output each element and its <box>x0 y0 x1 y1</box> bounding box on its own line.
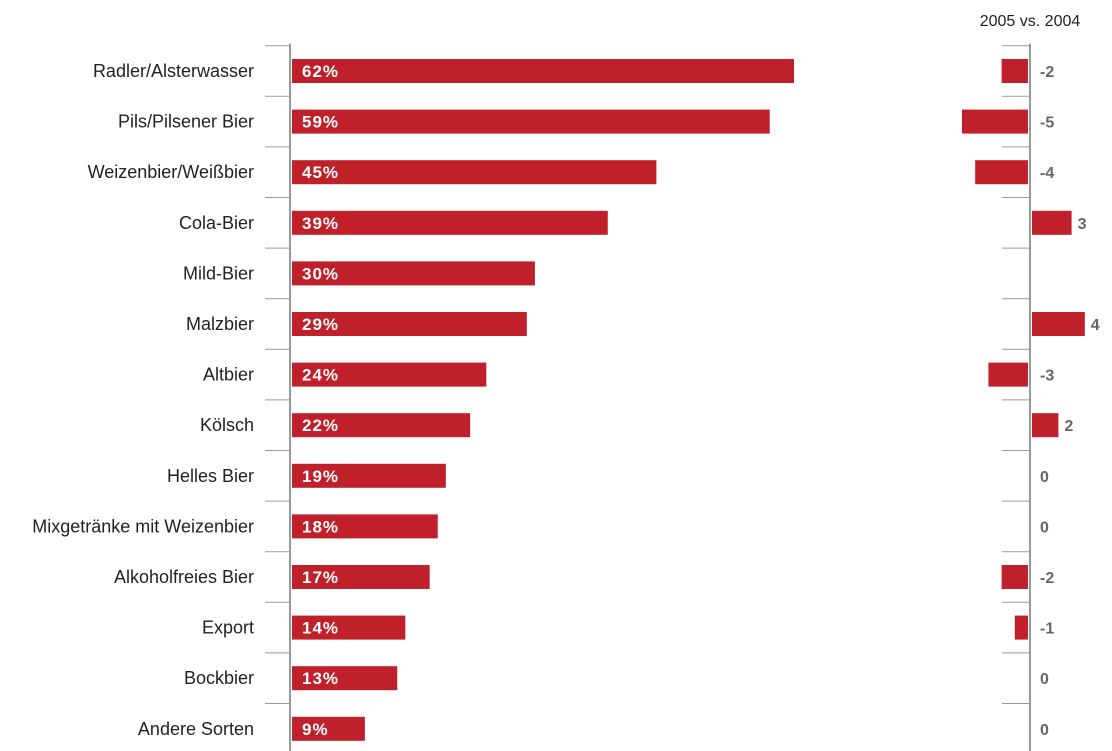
category-label: Alkoholfreies Bier <box>114 567 254 587</box>
main-bar <box>292 666 398 691</box>
change-value-label: -3 <box>1040 368 1054 385</box>
main-value-label: 39% <box>302 214 339 233</box>
change-bar <box>1001 59 1028 83</box>
change-bar <box>988 362 1028 387</box>
main-bar <box>292 210 608 235</box>
category-label: Altbier <box>203 365 254 385</box>
category-label: Malzbier <box>186 314 254 334</box>
main-value-label: 18% <box>302 517 339 536</box>
change-value-label: -5 <box>1040 115 1054 132</box>
main-bar <box>292 160 657 185</box>
main-value-label: 45% <box>302 163 339 182</box>
main-bar <box>292 261 535 286</box>
change-value-label: -2 <box>1040 64 1054 81</box>
category-label: Pils/Pilsener Bier <box>118 112 254 132</box>
category-label: Helles Bier <box>167 466 254 486</box>
main-bar <box>292 463 446 488</box>
change-value-label: -2 <box>1040 570 1054 587</box>
main-bar <box>292 59 794 83</box>
category-label: Mild-Bier <box>183 263 254 283</box>
main-value-label: 29% <box>302 315 339 334</box>
main-bar <box>292 312 527 336</box>
change-bar <box>1032 413 1059 438</box>
change-value-label: 0 <box>1040 722 1049 739</box>
change-bar <box>1014 615 1028 640</box>
main-value-label: 62% <box>302 62 339 81</box>
main-bar <box>292 615 406 640</box>
change-value-label: 0 <box>1040 671 1049 688</box>
main-value-label: 30% <box>302 264 339 283</box>
main-bar <box>292 565 430 589</box>
category-label: Bockbier <box>184 668 254 688</box>
main-value-label: 13% <box>302 669 339 688</box>
change-bar <box>975 160 1028 185</box>
change-chart-axis <box>1002 43 1031 751</box>
change-chart-header: 2005 vs. 2004 <box>980 13 1081 30</box>
main-bar <box>292 514 438 539</box>
change-value-label: -1 <box>1040 621 1054 638</box>
change-bar <box>1001 565 1028 589</box>
main-chart-bars: Radler/Alsterwasser 62% Pils/Pilsener Bier… <box>32 59 794 741</box>
change-value-label: 2 <box>1064 418 1073 435</box>
main-bar <box>292 413 471 438</box>
main-value-label: 24% <box>302 366 339 385</box>
change-value-label: 0 <box>1040 519 1049 536</box>
change-chart-bars: -2 -5 -4 3 4 -3 2 0 0 -2 -1 0 0 <box>962 59 1100 739</box>
change-value-label: 3 <box>1078 216 1087 233</box>
main-value-label: 59% <box>302 113 339 132</box>
change-bar <box>962 109 1028 134</box>
change-bar <box>1032 210 1072 235</box>
change-bar <box>1032 312 1085 336</box>
category-label: Export <box>202 618 254 638</box>
main-value-label: 19% <box>302 467 339 486</box>
main-value-label: 9% <box>302 720 329 739</box>
change-value-label: 4 <box>1091 317 1100 334</box>
main-value-label: 22% <box>302 416 339 435</box>
main-bar <box>292 362 487 387</box>
category-label: Cola-Bier <box>179 213 254 233</box>
main-value-label: 14% <box>302 619 339 638</box>
category-label: Radler/Alsterwasser <box>93 61 254 81</box>
main-chart-axis <box>265 43 291 751</box>
main-value-label: 17% <box>302 568 339 587</box>
main-bar <box>292 716 365 741</box>
category-label: Andere Sorten <box>138 719 254 739</box>
category-label: Mixgetränke mit Weizenbier <box>32 516 254 536</box>
change-value-label: 0 <box>1040 469 1049 486</box>
change-value-label: -4 <box>1040 165 1054 182</box>
category-label: Kölsch <box>200 415 254 435</box>
main-bar <box>292 109 770 134</box>
category-label: Weizenbier/Weißbier <box>88 162 254 182</box>
